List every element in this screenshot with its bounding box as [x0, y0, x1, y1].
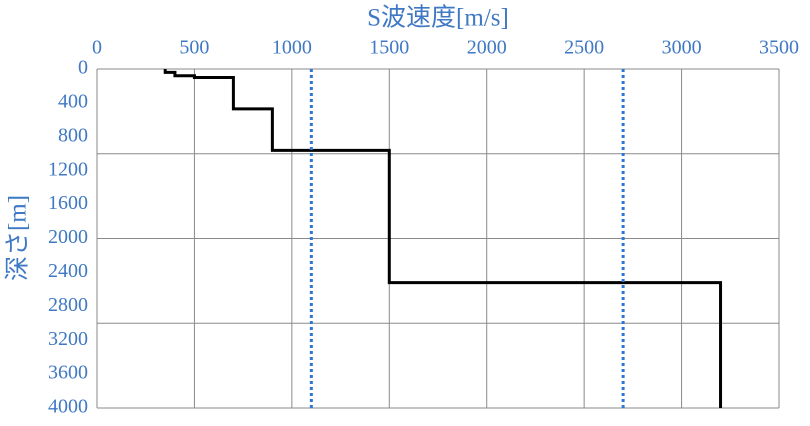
- y-tick-label: 2000: [48, 226, 88, 248]
- chart-title: S波速度[m/s]: [367, 4, 509, 32]
- y-tick-label: 2400: [48, 260, 88, 282]
- y-tick-label: 1600: [48, 192, 88, 214]
- y-tick-label: 4000: [48, 396, 88, 418]
- x-tick-label: 1000: [272, 37, 312, 59]
- profile-line: [163, 69, 723, 408]
- x-tick-label: 500: [179, 37, 209, 59]
- x-tick-label: 3500: [759, 37, 799, 59]
- y-tick-label: 800: [58, 124, 88, 146]
- x-tick-label: 2000: [467, 37, 507, 59]
- x-tick-label: 2500: [564, 37, 604, 59]
- y-tick-label: 2800: [48, 294, 88, 316]
- y-tick-label: 1200: [48, 158, 88, 180]
- y-tick-label: 3600: [48, 362, 88, 384]
- y-tick-label: 3200: [48, 328, 88, 350]
- y-tick-label: 0: [78, 57, 88, 79]
- y-tick-label: 400: [58, 90, 88, 112]
- x-tick-label: 0: [92, 37, 102, 59]
- y-axis-label: 深さ[m]: [4, 195, 32, 281]
- x-tick-label: 1500: [369, 37, 409, 59]
- x-tick-label: 3000: [662, 37, 702, 59]
